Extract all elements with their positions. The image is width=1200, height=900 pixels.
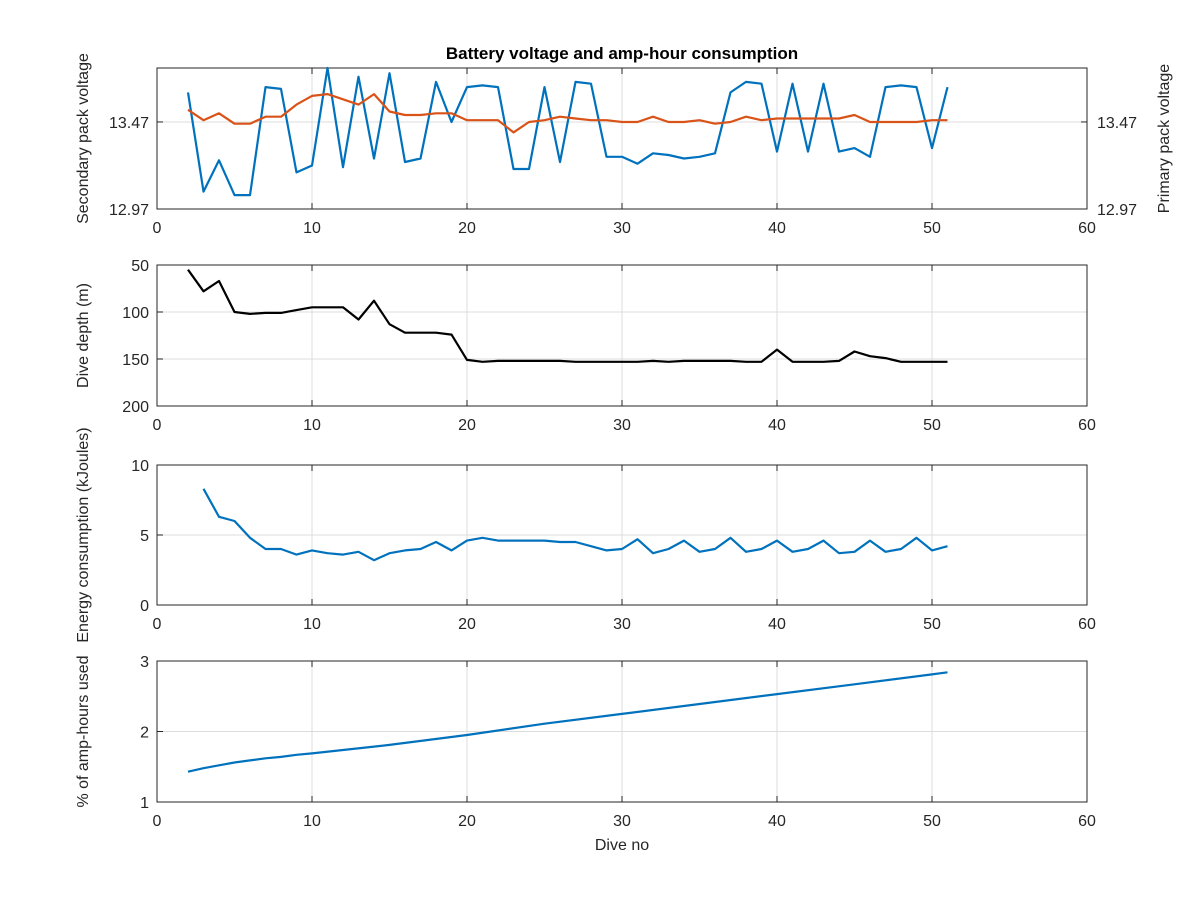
amp-hours-xtick-label: 10 [303, 813, 321, 830]
dive-depth-panel: 0 10 20 30 40 50 60 50 100 150 200 Dive depth (m) [75, 258, 1096, 434]
energy-y-axis-label: Energy consumption (kJoules) [75, 427, 92, 642]
voltage-xtick-label: 50 [923, 220, 941, 237]
voltage-y-axis-label: Secondary pack voltage [75, 53, 92, 224]
energy-ytick-label: 0 [140, 598, 149, 615]
voltage-ytick-label-right: 13.47 [1097, 115, 1137, 132]
voltage-series-line-1 [187, 92, 948, 134]
dive-depth-ytick-label: 150 [122, 352, 149, 369]
amp-hours-xtick-label: 0 [153, 813, 162, 830]
energy-xtick-label: 50 [923, 616, 941, 633]
amp-hours-series-line-0 [187, 671, 948, 773]
dive-depth-xtick-label: 60 [1078, 417, 1096, 434]
energy-ytick-label: 5 [140, 528, 149, 545]
energy-xtick-label: 10 [303, 616, 321, 633]
amp-hours-xtick-label: 60 [1078, 813, 1096, 830]
voltage-xtick-label: 60 [1078, 220, 1096, 237]
voltage-ytick-label-right: 12.97 [1097, 202, 1137, 219]
amp-hours-xtick-label: 20 [458, 813, 476, 830]
energy-xtick-label: 0 [153, 616, 162, 633]
energy-xtick-label: 60 [1078, 616, 1096, 633]
energy-xtick-label: 40 [768, 616, 786, 633]
energy-axes-frame [156, 464, 1088, 606]
dive-depth-xtick-label: 0 [153, 417, 162, 434]
amp-hours-xtick-label: 30 [613, 813, 631, 830]
dive-depth-xtick-label: 20 [458, 417, 476, 434]
dive-depth-xtick-label: 40 [768, 417, 786, 434]
voltage-panel: 0 10 20 30 40 50 6012.9713.4712.9713.47Battery… [75, 44, 1173, 237]
amp-hours-ytick-label: 2 [140, 725, 149, 742]
voltage-series-line-0 [186, 66, 949, 197]
dive-depth-series-line-0 [187, 269, 948, 363]
amp-hours-ytick-label: 3 [140, 654, 149, 671]
amp-hours-xtick-label: 50 [923, 813, 941, 830]
dive-depth-y-axis-label: Dive depth (m) [75, 283, 92, 388]
voltage-axes-frame [156, 67, 1088, 210]
voltage-xtick-label: 30 [613, 220, 631, 237]
voltage-xtick-label: 40 [768, 220, 786, 237]
energy-panel: 0 10 20 30 40 50 60 0 5 10 Energy consumption (kJo… [75, 427, 1096, 642]
amp-hours-y-axis-label: % of amp-hours used [75, 655, 92, 807]
dive-depth-xtick-label: 10 [303, 417, 321, 434]
energy-xtick-label: 30 [613, 616, 631, 633]
energy-series-line-0 [202, 488, 948, 562]
amp-hours-ytick-label: 1 [140, 795, 149, 812]
amp-hours-xtick-label: 40 [768, 813, 786, 830]
dive-depth-ytick-label: 50 [131, 258, 149, 275]
amp-hours-axes-frame [156, 660, 1088, 803]
voltage-xtick-label: 0 [153, 220, 162, 237]
voltage-xtick-label: 20 [458, 220, 476, 237]
dive-depth-axes-frame [156, 264, 1088, 407]
voltage-ytick-label: 13.47 [109, 115, 149, 132]
voltage-xtick-label: 10 [303, 220, 321, 237]
dive-depth-ytick-label: 200 [122, 399, 149, 416]
voltage-chart-title: Battery voltage and amp-hour consumption [446, 44, 798, 63]
dive-depth-xtick-label: 30 [613, 417, 631, 434]
dive-depth-ytick-label: 100 [122, 305, 149, 322]
energy-xtick-label: 20 [458, 616, 476, 633]
voltage-y-axis-label-right: Primary pack voltage [1156, 64, 1173, 213]
amp-hours-panel: 0 10 20 30 40 50 60 1 2 3 Dive no % of amp-hours us… [75, 654, 1096, 854]
amp-hours-x-axis-label: Dive no [595, 837, 649, 854]
dive-depth-xtick-label: 50 [923, 417, 941, 434]
energy-ytick-label: 10 [131, 458, 149, 475]
voltage-ytick-label: 12.97 [109, 202, 149, 219]
